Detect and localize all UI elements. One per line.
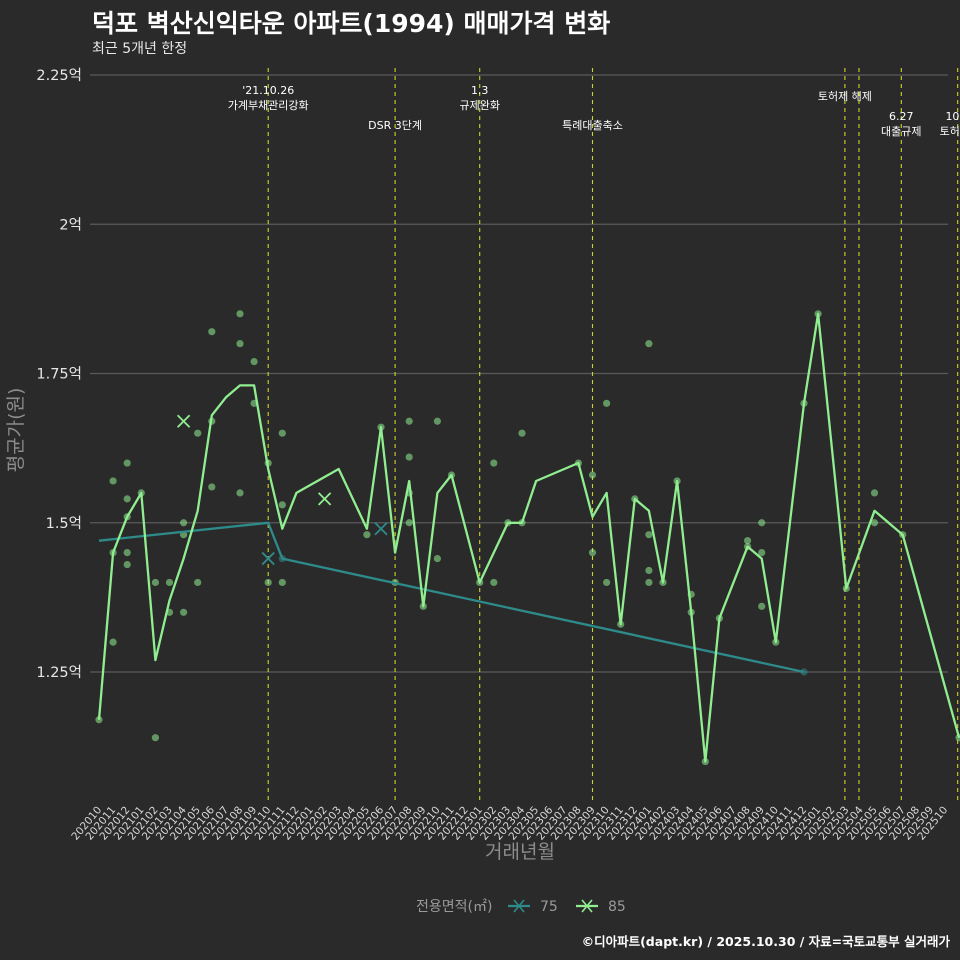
y-tick-label: 1.75억	[36, 366, 82, 383]
data-point-85	[758, 602, 766, 610]
x-marker-stroke	[317, 492, 332, 506]
data-point-85	[278, 578, 286, 587]
legend-label-85: 85	[608, 899, 626, 915]
data-point-85	[363, 531, 371, 539]
event-label: 가계부채관리강화	[228, 99, 309, 112]
x-marker-85	[317, 492, 332, 506]
event-label: '21.10.26	[242, 84, 294, 97]
data-point-85	[603, 578, 611, 587]
y-axis-title: 평균가(원)	[5, 388, 27, 473]
data-point-85	[151, 578, 159, 587]
series-line-85	[97, 312, 960, 763]
data-point-85	[180, 519, 188, 527]
x-axis-title: 거래년월	[485, 841, 555, 863]
data-point-85	[236, 310, 244, 318]
source-credit: ©디아파트(dapt.kr) / 2025.10.30 / 자료=국토교통부 실…	[581, 934, 950, 949]
data-point-85	[405, 519, 413, 527]
data-point-85	[744, 537, 752, 545]
data-point-85	[123, 495, 131, 503]
x-marker-75	[261, 551, 275, 566]
data-point-85	[264, 578, 272, 587]
data-point-85	[870, 489, 879, 497]
legend-label-75: 75	[540, 899, 558, 915]
data-point-85	[603, 399, 611, 407]
data-point-85	[123, 549, 131, 557]
data-point-85	[194, 578, 202, 587]
data-point-85	[236, 489, 244, 497]
event-label: 대출규제	[881, 125, 921, 138]
event-label: 특례대출축소	[562, 119, 623, 132]
legend-key-x	[581, 899, 593, 913]
data-point-85	[109, 638, 117, 646]
data-point-85	[165, 578, 174, 587]
data-point-85	[645, 531, 653, 539]
data-point-85	[405, 417, 413, 425]
y-tick-label: 1.5억	[46, 515, 82, 532]
data-point-85	[208, 328, 216, 336]
data-point-85	[588, 549, 597, 557]
event-label: DSR 3단계	[368, 119, 422, 132]
data-point-85	[194, 429, 202, 437]
y-tick-label: 2.25억	[36, 67, 82, 84]
data-point-85	[645, 340, 653, 348]
event-label: 10.1	[945, 110, 960, 123]
event-label: 토허제 해제	[818, 89, 872, 103]
x-marker-stroke	[261, 551, 275, 566]
data-point-85	[758, 549, 766, 557]
x-marker-stroke	[176, 414, 191, 428]
legend-key-x	[513, 899, 525, 913]
data-point-85	[109, 477, 117, 485]
x-marker-75	[374, 522, 388, 536]
data-point-85	[250, 357, 258, 366]
data-point-85	[433, 554, 441, 563]
y-tick-label: 1.25억	[36, 664, 82, 681]
x-marker-stroke	[374, 522, 388, 536]
data-point-85	[236, 340, 244, 348]
event-label: 1.3	[471, 84, 489, 97]
series-line-75	[98, 521, 805, 674]
legend-key-85	[576, 899, 598, 913]
data-point-85	[518, 429, 526, 437]
legend-title: 전용면적(㎡)	[416, 899, 492, 915]
data-point-85	[405, 453, 413, 461]
data-point-85	[278, 429, 286, 437]
data-point-85	[588, 471, 597, 479]
data-point-85	[490, 459, 498, 467]
chart-subtitle: 최근 5개년 한정	[92, 41, 188, 57]
data-point-85	[278, 501, 286, 509]
event-label: 토허제s	[940, 125, 960, 138]
data-point-85	[758, 519, 766, 527]
event-label: 6.27	[889, 110, 914, 123]
data-point-85	[123, 560, 131, 569]
data-point-85	[490, 578, 498, 587]
data-point-85	[180, 608, 188, 616]
event-label: 규제완화	[459, 99, 499, 112]
legend-key-75	[508, 899, 530, 913]
data-point-85	[645, 566, 653, 575]
data-point-85	[151, 734, 159, 742]
data-point-85	[123, 459, 131, 467]
chart-title: 덕포 벽산신익타운 아파트(1994) 매매가격 변화	[92, 9, 611, 38]
data-point-85	[433, 417, 441, 425]
y-tick-label: 2억	[59, 216, 82, 233]
data-point-85	[645, 578, 653, 587]
x-marker-85	[176, 414, 191, 428]
data-point-85	[208, 483, 216, 491]
data-point-85	[870, 519, 879, 527]
legend: 전용면적(㎡) 75 85	[416, 899, 626, 915]
